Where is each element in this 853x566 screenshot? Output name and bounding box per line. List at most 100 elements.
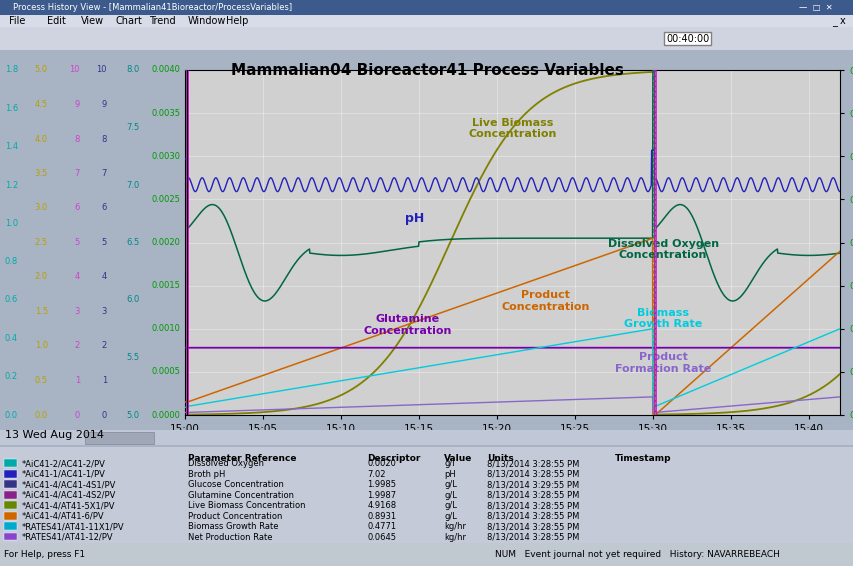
Text: kg/hr: kg/hr xyxy=(444,522,466,531)
Text: Dissolved Oxygen
Concentration: Dissolved Oxygen Concentration xyxy=(606,239,718,260)
Bar xyxy=(4,470,17,478)
Text: 10: 10 xyxy=(69,66,80,75)
Text: 2: 2 xyxy=(75,341,80,350)
Text: Help: Help xyxy=(226,16,248,26)
Text: 1.5: 1.5 xyxy=(35,307,48,316)
Text: 2.5: 2.5 xyxy=(35,238,48,247)
Text: Process History View - [Mammalian41Bioreactor/ProcessVariables]: Process History View - [Mammalian41Biore… xyxy=(13,3,292,12)
Text: 1.8: 1.8 xyxy=(5,66,18,75)
Text: 3: 3 xyxy=(74,307,80,316)
Text: 0: 0 xyxy=(75,410,80,419)
Text: 4: 4 xyxy=(75,272,80,281)
Text: Trend: Trend xyxy=(149,16,176,26)
Bar xyxy=(4,522,17,530)
Text: Mammalian04 Bioreactor41 Process Variables: Mammalian04 Bioreactor41 Process Variabl… xyxy=(230,63,623,78)
Text: 1.4: 1.4 xyxy=(5,142,18,151)
Text: 1.9985: 1.9985 xyxy=(367,481,396,490)
Text: 3.0: 3.0 xyxy=(35,204,48,212)
Text: *AiC41-4/AT41-6/PV: *AiC41-4/AT41-6/PV xyxy=(21,512,104,521)
Text: 6: 6 xyxy=(102,204,107,212)
Text: Product
Concentration: Product Concentration xyxy=(501,290,589,312)
Text: 8/13/2014 3:28:55 PM: 8/13/2014 3:28:55 PM xyxy=(486,501,578,510)
Text: 4.9168: 4.9168 xyxy=(367,501,396,510)
Text: Chart: Chart xyxy=(115,16,142,26)
Text: 0.0035: 0.0035 xyxy=(151,109,180,118)
Text: For Help, press F1: For Help, press F1 xyxy=(4,550,85,559)
Text: 00:40:00: 00:40:00 xyxy=(665,33,709,44)
Text: 5: 5 xyxy=(75,238,80,247)
Text: Live Biomass
Concentration: Live Biomass Concentration xyxy=(467,118,556,139)
Text: Timestamp: Timestamp xyxy=(614,454,670,463)
Text: 0.0005: 0.0005 xyxy=(151,367,180,376)
Text: NUM   Event journal not yet required   History: NAVARREBEACH: NUM Event journal not yet required Histo… xyxy=(495,550,780,559)
Text: g/L: g/L xyxy=(444,512,456,521)
Text: 13 Wed Aug 2014: 13 Wed Aug 2014 xyxy=(5,430,104,440)
Text: 1.6: 1.6 xyxy=(5,104,18,113)
Text: 0.2: 0.2 xyxy=(5,372,18,381)
Text: 6: 6 xyxy=(74,204,80,212)
Text: 4: 4 xyxy=(102,272,107,281)
Text: 2.0: 2.0 xyxy=(35,272,48,281)
Text: 8/13/2014 3:28:55 PM: 8/13/2014 3:28:55 PM xyxy=(486,533,578,542)
Text: 8/13/2014 3:28:55 PM: 8/13/2014 3:28:55 PM xyxy=(486,522,578,531)
Text: 8/13/2014 3:28:55 PM: 8/13/2014 3:28:55 PM xyxy=(486,512,578,521)
Text: *RATES41/AT41-12/PV: *RATES41/AT41-12/PV xyxy=(21,533,113,542)
Text: pH: pH xyxy=(404,212,423,225)
Text: 3.5: 3.5 xyxy=(35,169,48,178)
Text: 0: 0 xyxy=(102,410,107,419)
Text: g/L: g/L xyxy=(444,501,456,510)
Text: 1.2: 1.2 xyxy=(5,181,18,190)
Text: g/l: g/l xyxy=(444,460,454,469)
Text: 1.0: 1.0 xyxy=(35,341,48,350)
Text: 0.0020: 0.0020 xyxy=(367,460,396,469)
Text: 7: 7 xyxy=(102,169,107,178)
Text: 6.0: 6.0 xyxy=(126,295,140,305)
Text: pH: pH xyxy=(444,470,456,479)
Text: Edit: Edit xyxy=(47,16,66,26)
Bar xyxy=(4,491,17,499)
Text: Live Biomass Concentration: Live Biomass Concentration xyxy=(188,501,305,510)
Bar xyxy=(4,460,17,468)
Text: Broth pH: Broth pH xyxy=(188,470,225,479)
Text: Value: Value xyxy=(444,454,472,463)
Text: 8: 8 xyxy=(102,135,107,144)
Text: g/L: g/L xyxy=(444,481,456,490)
Text: 0.0010: 0.0010 xyxy=(151,324,180,333)
Text: g/L: g/L xyxy=(444,491,456,500)
Bar xyxy=(85,431,154,444)
Text: 0.0020: 0.0020 xyxy=(151,238,180,247)
Text: Dissolved Oxygen: Dissolved Oxygen xyxy=(188,460,264,469)
Text: 0.0000: 0.0000 xyxy=(151,410,180,419)
Text: 0.0645: 0.0645 xyxy=(367,533,396,542)
Text: 0.4: 0.4 xyxy=(5,334,18,343)
Text: 4.0: 4.0 xyxy=(35,135,48,144)
Text: 1.0: 1.0 xyxy=(5,219,18,228)
Text: 0.0: 0.0 xyxy=(5,410,18,419)
Text: 8.0: 8.0 xyxy=(126,66,140,75)
Text: 0.5: 0.5 xyxy=(35,376,48,385)
Text: _ x: _ x xyxy=(831,16,844,26)
Text: 1.9987: 1.9987 xyxy=(367,491,396,500)
Text: 0.8: 0.8 xyxy=(5,257,18,266)
Text: Biomass Growth Rate: Biomass Growth Rate xyxy=(188,522,278,531)
Text: *AiC41-4/AC41-4S2/PV: *AiC41-4/AC41-4S2/PV xyxy=(21,491,116,500)
Text: 7.5: 7.5 xyxy=(126,123,140,132)
Text: —  □  ✕: — □ ✕ xyxy=(798,3,832,12)
Text: *AiC41-2/AC41-2/PV: *AiC41-2/AC41-2/PV xyxy=(21,460,105,469)
Text: 8: 8 xyxy=(74,135,80,144)
Text: 1: 1 xyxy=(75,376,80,385)
Text: 8/13/2014 3:28:55 PM: 8/13/2014 3:28:55 PM xyxy=(486,470,578,479)
Text: *AiC41-4/AT41-5X1/PV: *AiC41-4/AT41-5X1/PV xyxy=(21,501,114,510)
Text: 0.0: 0.0 xyxy=(35,410,48,419)
Text: 0.0040: 0.0040 xyxy=(151,66,180,75)
Text: 0.4771: 0.4771 xyxy=(367,522,396,531)
Text: 1: 1 xyxy=(102,376,107,385)
Text: Units: Units xyxy=(486,454,513,463)
Text: Window: Window xyxy=(188,16,226,26)
Text: 8/13/2014 3:28:55 PM: 8/13/2014 3:28:55 PM xyxy=(486,491,578,500)
Text: 2: 2 xyxy=(102,341,107,350)
Text: 5.0: 5.0 xyxy=(35,66,48,75)
Text: 5: 5 xyxy=(102,238,107,247)
Text: 10: 10 xyxy=(96,66,107,75)
Text: 7.0: 7.0 xyxy=(126,181,140,190)
